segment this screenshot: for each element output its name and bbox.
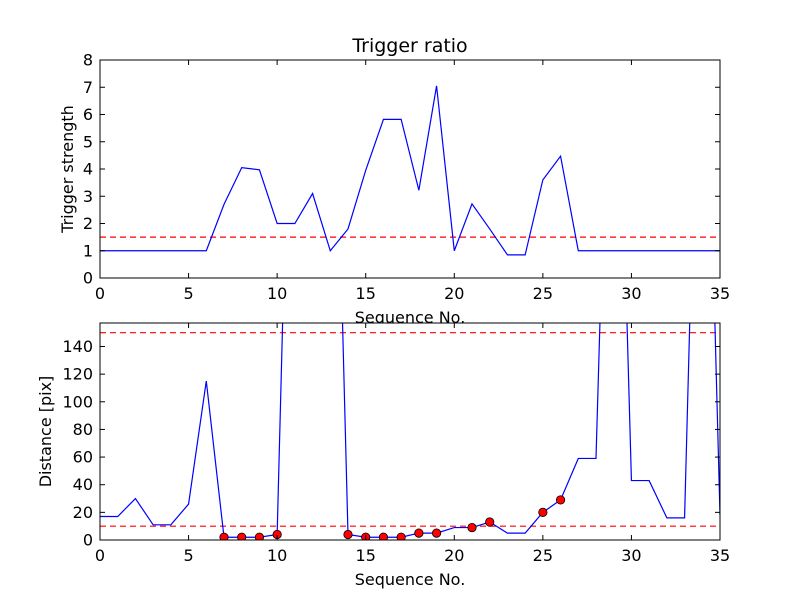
x-tick-label: 20 [444, 546, 464, 565]
data-point [414, 528, 424, 538]
data-point [396, 532, 406, 540]
y-tick-label: 5 [83, 132, 93, 151]
y-tick-label: 100 [62, 392, 93, 411]
trigger-ratio-chart: 0 5 10 15 20 25 30 35 0 1 2 3 4 5 6 7 8 Trigger ratio Sequ… [58, 35, 730, 327]
plot-area [100, 323, 720, 540]
data-point [378, 532, 389, 540]
y-tick-label: 20 [73, 503, 93, 522]
series-line-0 [100, 323, 720, 538]
data-point [538, 507, 548, 517]
x-tick-label: 5 [183, 546, 193, 565]
y-tick-label: 80 [73, 420, 93, 439]
data-point [237, 532, 247, 540]
x-tick-label: 35 [710, 284, 730, 303]
plot-content [100, 323, 720, 540]
x-tick-label: 35 [710, 546, 730, 565]
y-tick-label: 60 [73, 448, 93, 467]
x-tick-label: 25 [533, 546, 553, 565]
x-tick-label: 15 [356, 284, 376, 303]
distance-chart: 0 5 10 15 20 25 30 35 0 20 40 60 80 100 120 140 Sequence… [36, 322, 730, 589]
x-tick-label: 5 [183, 284, 193, 303]
data-point [485, 517, 495, 527]
x-tick-label: 0 [95, 546, 105, 565]
plot-area [100, 60, 720, 278]
y-tick-label: 6 [83, 105, 93, 124]
data-point [219, 532, 229, 540]
chart-title: Trigger ratio [351, 35, 467, 57]
x-axis-label: Sequence No. [355, 308, 466, 327]
y-tick-label: 120 [62, 365, 93, 384]
x-tick-label: 30 [621, 284, 641, 303]
x-tick-label: 10 [267, 546, 287, 565]
y-tick-label: 3 [83, 187, 93, 206]
x-tick-label: 15 [356, 546, 376, 565]
data-point [254, 532, 265, 540]
x-tick-label: 25 [533, 284, 553, 303]
y-tick-label: 1 [83, 241, 93, 260]
data-point [343, 529, 353, 540]
data-point [431, 528, 442, 538]
x-tick-label: 20 [444, 284, 464, 303]
axes-frame [99, 322, 721, 541]
x-tick-label: 0 [95, 284, 105, 303]
y-axis-label: Trigger strength [58, 105, 77, 234]
y-tick-label: 8 [83, 51, 93, 70]
data-point [555, 495, 566, 505]
x-tick-label: 30 [621, 546, 641, 565]
plot-content [100, 85, 720, 256]
y-tick-label: 40 [73, 475, 93, 494]
y-tick-label: 0 [83, 531, 93, 550]
y-tick-label: 0 [83, 269, 93, 288]
series-line-0 [100, 85, 720, 256]
y-tick-label: 140 [62, 337, 93, 356]
y-tick-label: 7 [83, 78, 93, 97]
data-point [467, 522, 477, 533]
x-tick-label: 10 [267, 284, 287, 303]
y-axis-label: Distance [pix] [36, 376, 55, 488]
y-tick-label: 2 [83, 214, 93, 233]
x-axis-label: Sequence No. [355, 570, 466, 589]
y-tick-label: 4 [83, 160, 93, 179]
